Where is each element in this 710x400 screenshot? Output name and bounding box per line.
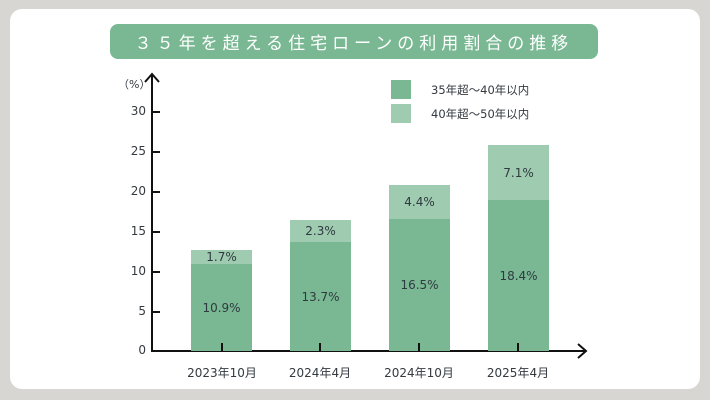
bar-segment-35-40: 10.9%: [191, 264, 252, 351]
bar-segment-35-40: 16.5%: [389, 219, 450, 351]
x-label-2024-10: 2024年10月: [384, 366, 454, 380]
y-axis-unit: （%）: [118, 78, 151, 91]
legend-label: 40年超～50年以内: [431, 106, 530, 121]
y-tick-20: 20: [130, 184, 146, 198]
chart-card: [10, 9, 700, 389]
y-tick-10: 10: [130, 264, 146, 278]
x-label-2024-04: 2024年4月: [288, 366, 352, 380]
bar-segment-40-50: 2.3%: [290, 220, 351, 242]
x-label-2023-10: 2023年10月: [187, 366, 257, 380]
x-label-2025-04: 2025年4月: [486, 366, 550, 380]
legend-swatch: [391, 104, 411, 123]
y-tick-30: 30: [130, 104, 146, 118]
legend-label: 35年超～40年以内: [431, 82, 530, 97]
y-tick-15: 15: [130, 224, 146, 238]
chart-title: ３５年を超える住宅ローンの利用割合の推移: [110, 24, 598, 59]
bar-2024-04: 2.3% 13.7%: [290, 220, 351, 351]
bar-2024-10: 4.4% 16.5%: [389, 185, 450, 351]
y-tick-0: 0: [138, 343, 146, 357]
y-tick-25: 25: [130, 144, 146, 158]
bar-segment-35-40: 18.4%: [488, 200, 549, 351]
legend-item-35-40: 35年超～40年以内: [391, 80, 529, 99]
legend-swatch: [391, 80, 411, 99]
bar-segment-40-50: 7.1%: [488, 145, 549, 200]
legend-item-40-50: 40年超～50年以内: [391, 104, 529, 123]
bar-segment-40-50: 1.7%: [191, 250, 252, 264]
bar-segment-35-40: 13.7%: [290, 242, 351, 351]
bar-segment-40-50: 4.4%: [389, 185, 450, 219]
bar-2025-04: 7.1% 18.4%: [488, 145, 549, 351]
bar-2023-10: 1.7% 10.9%: [191, 250, 252, 351]
y-tick-5: 5: [138, 304, 146, 318]
